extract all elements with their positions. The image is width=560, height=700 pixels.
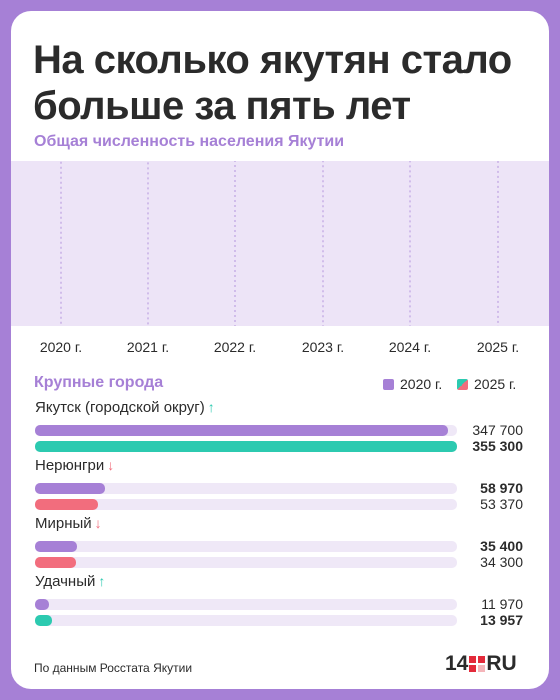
city-name: Удачный ↑ bbox=[35, 573, 105, 590]
trend-down-icon: ↓ bbox=[107, 457, 115, 473]
infographic-card: На сколько якутян стало больше за пять л… bbox=[11, 11, 549, 689]
bar-2025 bbox=[35, 499, 99, 510]
bar-value-label: 13 957 bbox=[480, 612, 523, 628]
bar-track bbox=[35, 599, 457, 610]
bar-value-label: 35 400 bbox=[480, 538, 523, 554]
x-tick-label: 2023 г. bbox=[302, 339, 344, 355]
population-area-chart: 976 7222020 г.987 2512021 г.997 8332022 … bbox=[11, 161, 549, 355]
logo-domain: RU bbox=[486, 652, 517, 675]
city-name: Якутск (городской округ) ↑ bbox=[35, 399, 215, 416]
city-name: Нерюнгри ↓ bbox=[35, 457, 114, 474]
city-label: Нерюнгри bbox=[35, 457, 105, 474]
bar-value-label: 34 300 bbox=[480, 554, 523, 570]
bar-track bbox=[35, 615, 457, 626]
chart-subtitle: Общая численность населения Якутии bbox=[34, 133, 345, 150]
trend-up-icon: ↑ bbox=[207, 399, 215, 415]
bar-2025 bbox=[35, 557, 76, 568]
legend-swatch-2020 bbox=[383, 378, 394, 390]
x-tick-label: 2024 г. bbox=[389, 339, 431, 355]
bar-value-label: 58 970 bbox=[480, 480, 523, 496]
legend-label-2025: 2025 г. bbox=[474, 376, 517, 392]
bar-value-label: 11 970 bbox=[481, 596, 523, 612]
logo-number: 14 bbox=[445, 652, 469, 675]
x-tick-label: 2022 г. bbox=[214, 339, 256, 355]
bar-track bbox=[35, 425, 457, 436]
x-tick-label: 2020 г. bbox=[40, 339, 82, 355]
bar-track bbox=[35, 483, 457, 494]
bar-2025 bbox=[35, 441, 457, 452]
legend-label-2020: 2020 г. bbox=[400, 376, 443, 392]
bar-track bbox=[35, 541, 457, 552]
bar-value-label: 347 700 bbox=[472, 422, 523, 438]
logo-squares-icon bbox=[469, 656, 486, 672]
brand-logo: 14 RU bbox=[445, 652, 517, 676]
cities-bar-chart: Якутск (городской округ) ↑ 347 700 355 300 Н… bbox=[11, 11, 549, 689]
legend-2025: 2025 г. bbox=[457, 376, 516, 392]
bar-track bbox=[35, 441, 457, 452]
bar-2020 bbox=[35, 483, 106, 494]
bar-2020 bbox=[35, 599, 50, 610]
city-label: Мирный bbox=[35, 515, 92, 532]
bar-2020 bbox=[35, 425, 448, 436]
bar-2020 bbox=[35, 541, 78, 552]
legend-swatch-2025 bbox=[457, 378, 468, 390]
page-title: На сколько якутян стало больше за пять л… bbox=[33, 38, 512, 128]
bar-track bbox=[35, 499, 457, 510]
trend-up-icon: ↑ bbox=[98, 573, 106, 589]
source-note: По данным Росстата Якутии bbox=[34, 661, 193, 675]
area-fill bbox=[11, 161, 549, 326]
bar-2025 bbox=[35, 615, 52, 626]
trend-down-icon: ↓ bbox=[94, 515, 102, 531]
bar-track bbox=[35, 557, 457, 568]
bar-value-label: 355 300 bbox=[472, 438, 523, 454]
x-tick-label: 2021 г. bbox=[127, 339, 169, 355]
bar-value-label: 53 370 bbox=[480, 496, 523, 512]
city-name: Мирный ↓ bbox=[35, 515, 102, 532]
city-label: Удачный bbox=[35, 573, 96, 590]
legend-2020: 2020 г. bbox=[383, 376, 442, 392]
x-tick-label: 2025 г. bbox=[477, 339, 519, 355]
cities-title: Крупные города bbox=[34, 374, 164, 391]
city-label: Якутск (городской округ) bbox=[35, 399, 205, 416]
